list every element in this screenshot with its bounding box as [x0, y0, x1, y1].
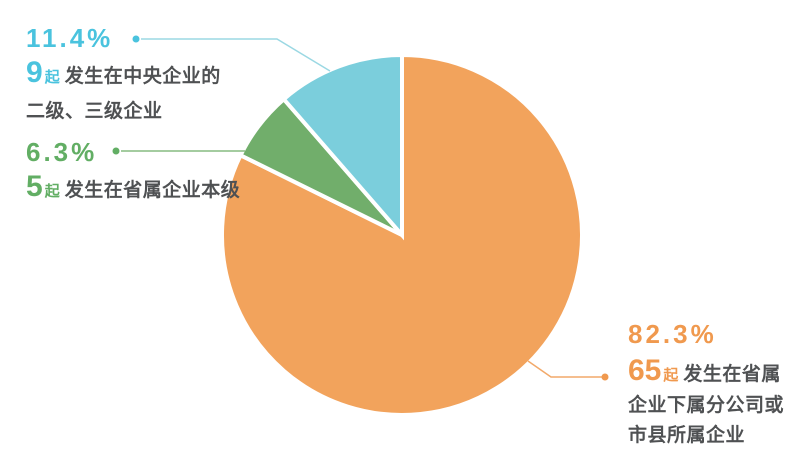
- central-text-2: 二级、三级企业: [26, 101, 163, 122]
- callout-line-provincial-sub: [527, 360, 605, 378]
- central-unit: 起: [44, 69, 60, 86]
- provincial-sub-percent: 82.3%: [628, 319, 717, 349]
- provincial-hq-text: 发生在省属企业本级: [64, 180, 241, 201]
- callout-dot-provincial-hq: [112, 147, 120, 155]
- provincial-hq-percent: 6.3%: [26, 137, 98, 167]
- callout-line-central: [141, 38, 331, 72]
- provincial-sub-desc-line1: 65 起发生在省属: [628, 356, 784, 391]
- provincial-hq-count: 5: [26, 170, 43, 203]
- provincial-sub-text-1: 发生在省属: [683, 364, 781, 385]
- label-central-enterprises: 11.4% 9 起发生在中央企业的 二级、三级企业: [26, 20, 221, 129]
- provincial-sub-text-3: 市县所属企业: [628, 425, 746, 446]
- central-count: 9: [26, 56, 43, 89]
- label-provincial-sub: 82.3% 65 起发生在省属 企业下属分公司或 市县所属企业: [628, 316, 784, 451]
- provincial-hq-desc: 5 起发生在省属企业本级: [26, 170, 240, 209]
- provincial-sub-count: 65: [628, 354, 662, 387]
- central-desc-line1: 9 起发生在中央企业的: [26, 56, 221, 95]
- provincial-hq-unit: 起: [44, 183, 60, 200]
- callout-dot-central: [132, 35, 140, 43]
- central-percent: 11.4%: [26, 23, 114, 53]
- callout-dot-provincial-sub: [601, 373, 609, 381]
- provincial-sub-unit: 起: [663, 367, 679, 384]
- provincial-sub-text-2: 企业下属分公司或: [628, 395, 785, 416]
- central-text-1: 发生在中央企业的: [64, 66, 221, 87]
- label-provincial-hq: 6.3% 5 起发生在省属企业本级: [26, 134, 240, 209]
- pie-slice-central: [280, 52, 404, 241]
